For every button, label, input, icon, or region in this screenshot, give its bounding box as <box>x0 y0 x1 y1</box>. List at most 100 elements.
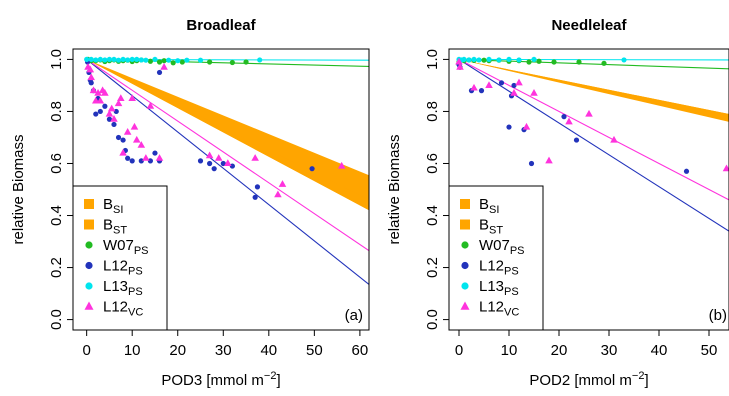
legend-label-bsi: BSI <box>103 196 123 216</box>
x-tick-label: 50 <box>701 342 718 359</box>
point-w07ps <box>170 60 176 66</box>
regression-line-l13 <box>458 58 729 61</box>
y-tick-label: 0.0 <box>48 309 65 330</box>
point-l12ps <box>97 108 103 115</box>
legend-label-l13ps: L13PS <box>103 278 143 298</box>
point-l12ps <box>478 88 485 94</box>
point-l12vc <box>146 102 155 109</box>
point-l12ps <box>220 160 226 167</box>
point-l12ps <box>129 158 135 164</box>
band-bst <box>86 59 369 211</box>
regression-line-l12 <box>458 58 729 232</box>
point-l12vc <box>101 89 109 96</box>
y-tick-label: 0.0 <box>424 309 441 330</box>
y-tick-label: 1.0 <box>48 49 65 70</box>
point-l12vc <box>142 154 150 161</box>
point-w07ps <box>551 59 557 65</box>
point-l12vc <box>160 63 168 70</box>
point-l12vc <box>545 156 553 164</box>
legend-label-w07ps: W07PS <box>103 237 149 257</box>
point-l12ps <box>197 158 204 164</box>
point-l12vc <box>224 159 232 167</box>
x-tick-label: 30 <box>601 342 618 359</box>
chart-title: Needleleaf <box>551 17 627 34</box>
point-w07ps <box>526 59 532 65</box>
point-l13ps <box>471 56 477 63</box>
point-l12vc <box>94 89 102 96</box>
point-l12ps <box>156 69 163 76</box>
point-l12vc <box>155 154 164 161</box>
point-l12ps <box>138 158 144 164</box>
x-tick-label: 60 <box>352 342 369 359</box>
point-l13ps <box>197 57 204 63</box>
point-l13ps <box>152 56 158 63</box>
point-l12ps <box>111 121 117 128</box>
point-l12vc <box>485 81 493 88</box>
legend-label-bst: BST <box>103 217 127 237</box>
point-l12ps <box>152 150 158 156</box>
point-l12vc <box>274 190 282 198</box>
point-l13ps <box>97 56 103 63</box>
x-tick-label: 30 <box>215 342 232 359</box>
point-l13ps <box>111 56 117 63</box>
x-axis-label: POD2 [mmol m−2] <box>529 370 648 389</box>
legend-label-l12vc: L12VC <box>103 299 143 319</box>
y-tick-label: 0.8 <box>424 101 441 122</box>
point-l12ps <box>88 80 94 86</box>
plot-area <box>455 56 729 232</box>
point-l13ps <box>134 56 140 63</box>
y-axis-label: relative Biomass <box>386 134 403 244</box>
point-w07ps <box>147 58 154 64</box>
point-l13ps <box>106 56 113 63</box>
point-l12ps <box>115 134 122 141</box>
point-l12vc <box>585 109 593 117</box>
y-tick-label: 0.2 <box>48 257 65 278</box>
point-l13ps <box>184 57 190 63</box>
chart-panel-1: 0 10 20 30 40 50 60 0.0 0.2 0.4 0.6 0.8 1.0 Broadleaf… <box>10 17 370 389</box>
point-l12vc <box>137 141 146 148</box>
band-bsi <box>459 59 729 122</box>
point-l12ps <box>211 166 217 172</box>
legend-marker-l13ps <box>85 282 93 290</box>
point-w07ps <box>179 59 185 65</box>
point-l13ps <box>621 57 627 63</box>
point-l13ps <box>93 57 99 63</box>
y-tick-label: 0.6 <box>424 153 441 174</box>
point-l12ps <box>120 137 126 143</box>
y-tick-label: 1.0 <box>424 49 441 70</box>
point-l13ps <box>125 57 131 63</box>
point-l12vc <box>515 78 523 86</box>
x-tick-label: 10 <box>501 342 518 359</box>
point-l12vc <box>205 151 214 159</box>
legend-label-bst: BST <box>479 217 503 237</box>
point-l12ps <box>254 184 261 190</box>
point-l12vc <box>119 148 127 156</box>
legend-label-l12ps: L12PS <box>479 258 519 278</box>
point-l12vc <box>107 104 116 112</box>
legend-marker-l12ps <box>461 261 469 270</box>
point-l13ps <box>506 56 512 63</box>
legend-marker-l12ps <box>85 261 93 270</box>
legend-marker-bst <box>460 219 470 230</box>
point-l12ps <box>683 168 690 174</box>
point-l12vc <box>337 161 346 169</box>
point-l12ps <box>573 137 580 143</box>
legend-label-l13ps: L13PS <box>479 278 519 298</box>
point-l12ps <box>528 160 535 167</box>
regression-line-l12vc <box>86 58 369 252</box>
point-l12vc <box>96 96 105 104</box>
point-l12vc <box>105 109 114 117</box>
point-l12ps <box>498 80 505 86</box>
legend-marker-w07ps <box>461 241 469 249</box>
band-bst <box>459 59 729 121</box>
point-l12ps <box>229 163 235 169</box>
y-tick-label: 0.2 <box>424 257 441 278</box>
legend-marker-w07ps <box>85 241 93 249</box>
x-tick-label: 50 <box>306 342 323 359</box>
legend-label-l12ps: L12PS <box>103 258 143 278</box>
point-l12ps <box>147 158 154 164</box>
point-l13ps <box>143 57 149 63</box>
point-l12vc <box>456 63 464 70</box>
